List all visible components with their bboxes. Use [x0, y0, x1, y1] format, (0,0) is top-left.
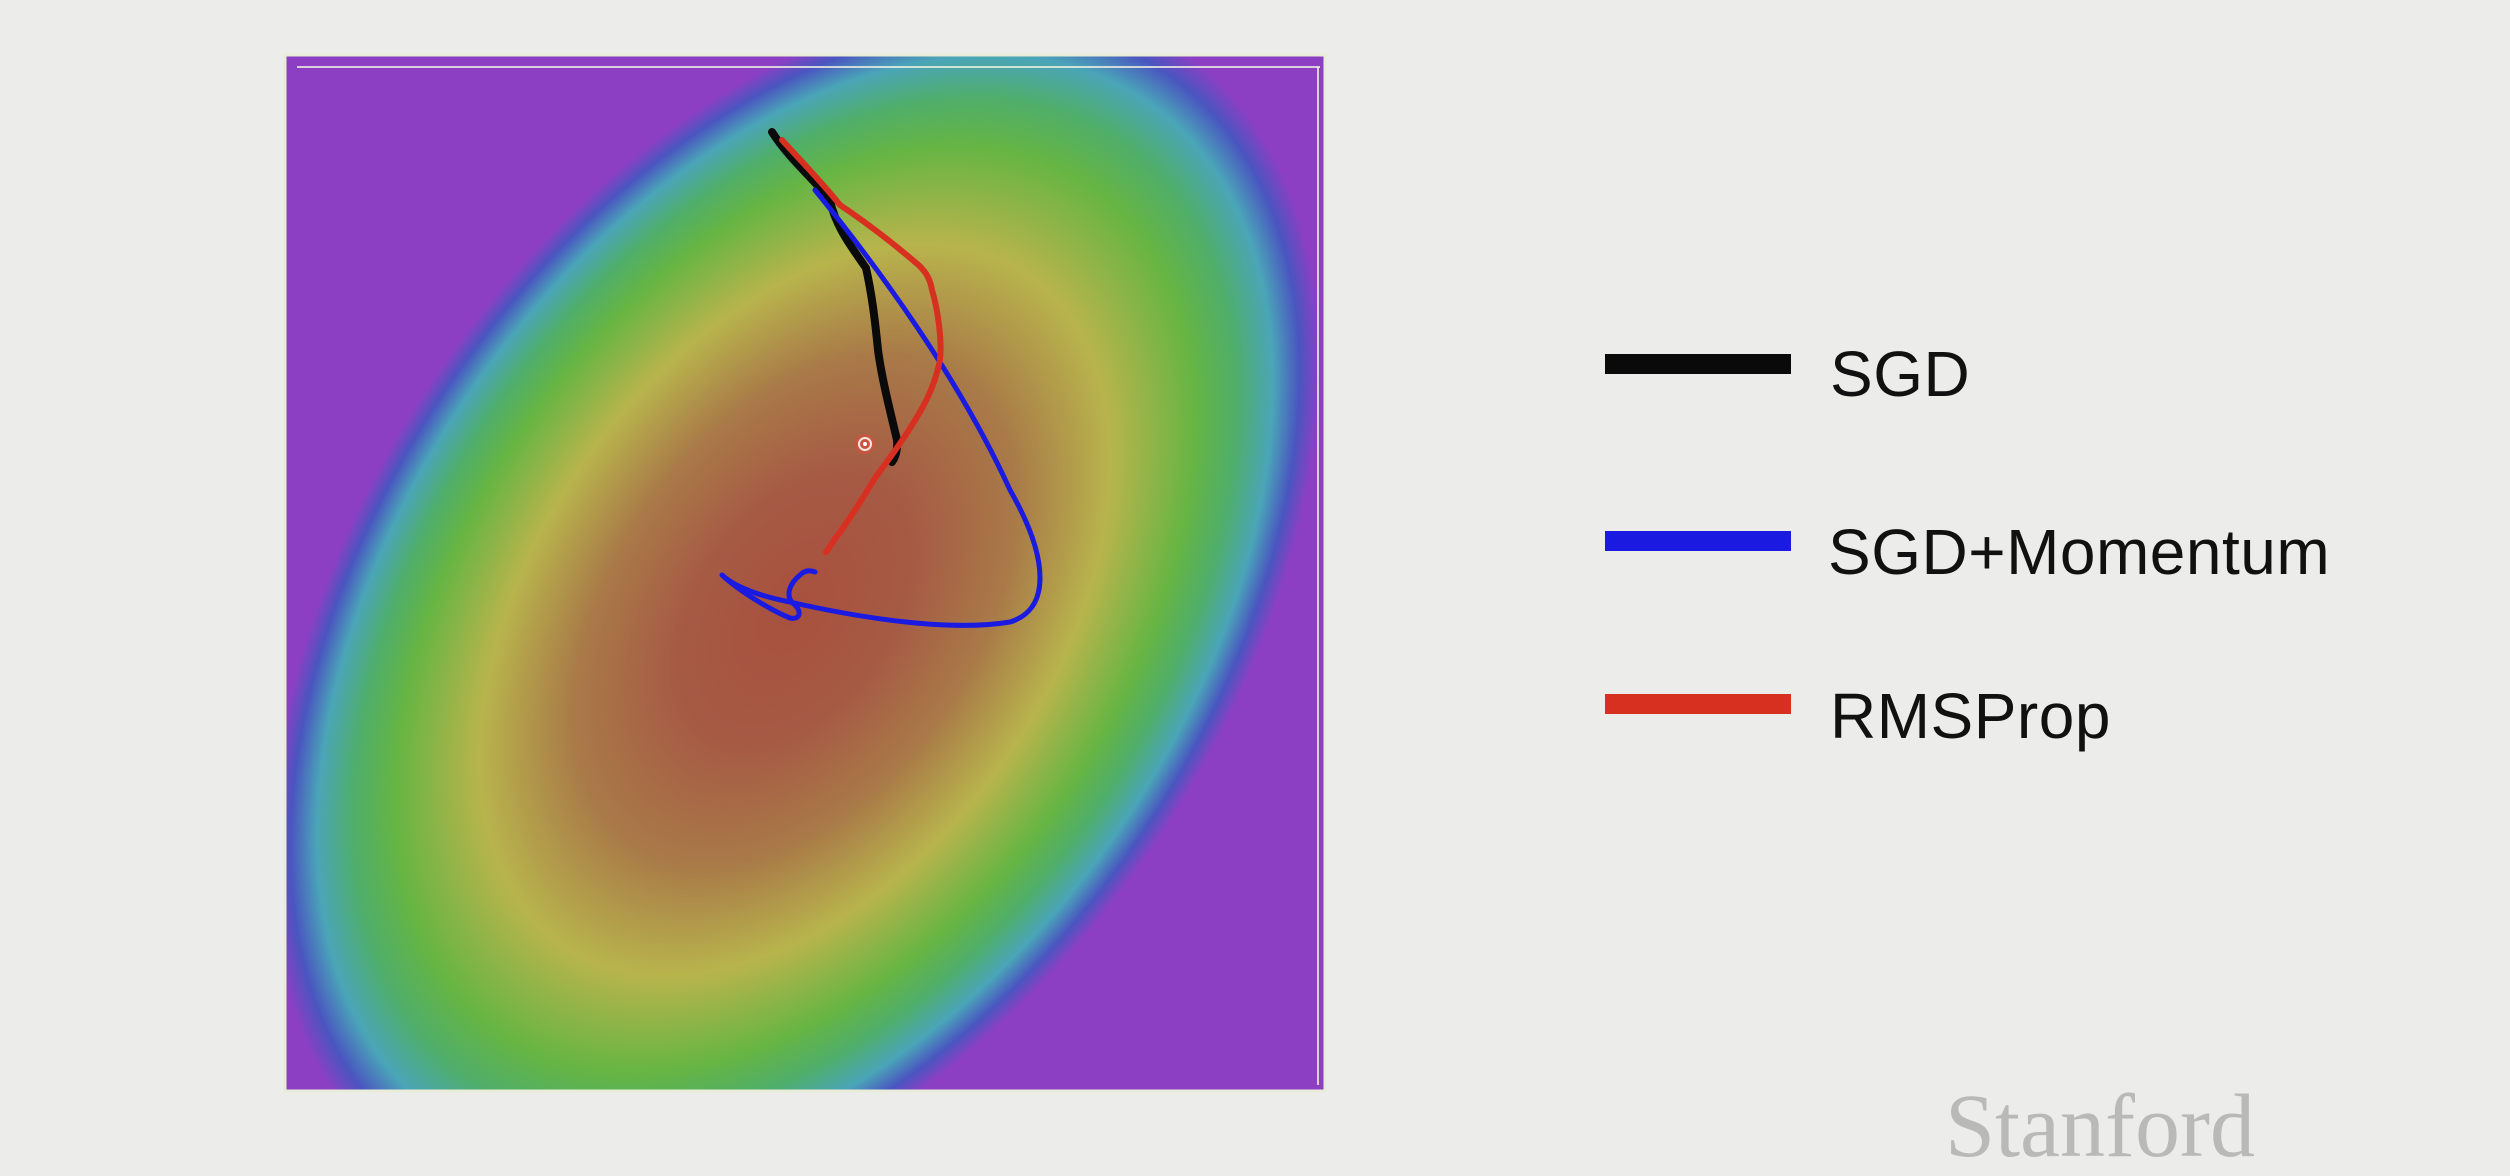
stanford-watermark: Stanford	[1945, 1077, 2255, 1176]
plot-frame	[283, 53, 1327, 1093]
loss-contour-plot	[283, 53, 1327, 1093]
legend-swatch-sgd	[1605, 354, 1791, 374]
legend-label-momentum: SGD+Momentum	[1828, 516, 2331, 588]
trajectory-momentum	[719, 187, 1043, 628]
legend-swatch-rmsprop	[1605, 694, 1791, 714]
legend-swatch-momentum	[1605, 531, 1791, 551]
target-dot-icon	[855, 434, 875, 454]
trajectory-sgd	[768, 128, 902, 466]
slide: SGD SGD+Momentum RMSProp Stanford	[283, 53, 2331, 1172]
legend-label-rmsprop: RMSProp	[1830, 680, 2111, 752]
legend-label-sgd: SGD	[1830, 338, 1971, 410]
trajectory-rmsprop	[779, 137, 944, 555]
